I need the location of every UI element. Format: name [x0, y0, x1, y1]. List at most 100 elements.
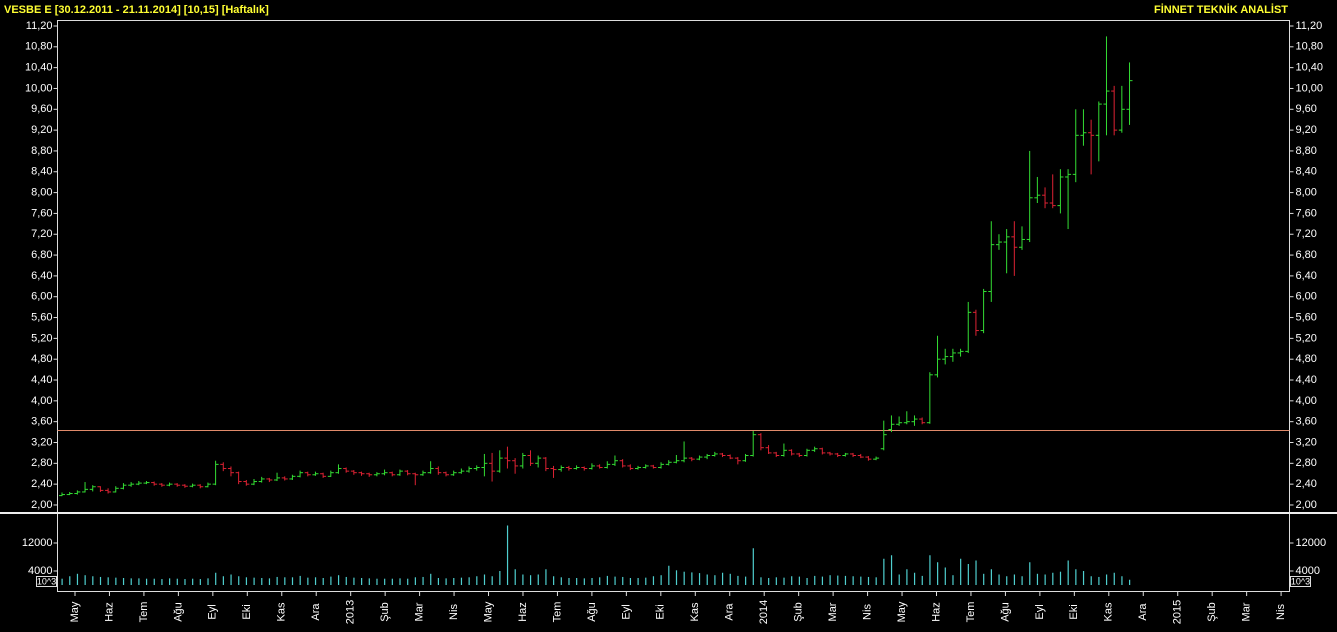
y-tick-label: 8,40 — [31, 166, 52, 178]
volume-bar — [514, 569, 516, 586]
y-tick-label: 2,40 — [1296, 478, 1317, 490]
volume-bar — [860, 576, 862, 586]
volume-bar — [975, 560, 977, 586]
volume-bar — [1067, 560, 1069, 586]
y-tick-label: 10,80 — [25, 41, 53, 53]
volume-bar — [937, 562, 939, 586]
volume-bar — [821, 576, 824, 586]
y-tick-label: 4,40 — [1296, 374, 1317, 386]
y-tick-label: 9,20 — [1296, 124, 1317, 136]
y-tick-label: 10,40 — [1296, 62, 1324, 74]
volume-bar — [629, 578, 632, 586]
volume-bar — [1006, 576, 1008, 586]
y-tick-label: 10,00 — [1296, 82, 1324, 94]
volume-bar — [115, 577, 117, 586]
volume-bar — [184, 579, 186, 586]
volume-bar — [913, 572, 916, 586]
volume-bar — [268, 578, 271, 586]
volume-bar — [714, 575, 716, 586]
x-tick-label: Tem — [965, 602, 977, 623]
volume-bar — [560, 577, 562, 586]
volume-bar — [107, 577, 109, 586]
y-tick-label: 2,80 — [1296, 457, 1317, 469]
y-tick-label: 4000 — [28, 565, 52, 577]
x-tick-label: 2014 — [758, 600, 770, 624]
x-tick-label: 2015 — [1172, 600, 1184, 624]
unit-label: 10^3 — [37, 576, 56, 586]
y-tick-label: 6,80 — [31, 249, 52, 261]
y-tick-label: 11,20 — [26, 20, 53, 32]
x-tick-label: Eki — [1068, 604, 1080, 619]
panel-separator — [0, 512, 1337, 514]
volume-bar — [345, 576, 347, 586]
x-tick-label: Eyl — [1034, 604, 1046, 619]
y-tick-label: 2,80 — [31, 457, 52, 469]
y-tick-label: 10,40 — [25, 62, 53, 74]
x-tick-label: Kas — [276, 602, 288, 621]
volume-bar — [1121, 576, 1123, 586]
x-tick-label: Ağu — [999, 602, 1011, 622]
y-tick-label: 12000 — [1296, 537, 1327, 549]
volume-bar — [1059, 571, 1062, 586]
x-tick-label: Mar — [414, 602, 426, 621]
volume-bar — [983, 573, 985, 586]
volume-bar — [337, 575, 340, 586]
x-tick-label: Şub — [1206, 602, 1218, 622]
volume-bar — [430, 573, 432, 586]
volume-bar — [660, 575, 662, 586]
volume-bar — [1052, 572, 1054, 586]
x-tick-label: Nis — [861, 604, 873, 620]
volume-bar — [176, 578, 178, 586]
y-tick-label: 6,00 — [31, 291, 52, 303]
volume-bar — [553, 576, 555, 586]
y-tick-label: 7,60 — [31, 207, 52, 219]
volume-bar — [921, 575, 923, 586]
x-tick-label: Eki — [241, 604, 253, 619]
y-tick-label: 8,40 — [1296, 166, 1317, 178]
volume-bar — [706, 574, 708, 586]
volume-bar — [691, 572, 693, 586]
y-tick-label: 5,60 — [31, 311, 52, 323]
volume-bar — [967, 564, 969, 586]
x-tick-label: Ara — [724, 603, 736, 621]
volume-bar — [476, 576, 478, 586]
volume-bar — [276, 576, 278, 586]
chart-title: VESBE E [30.12.2011 - 21.11.2014] [10,15… — [4, 4, 269, 16]
y-tick-label: 3,60 — [31, 416, 52, 428]
x-tick-label: Kas — [689, 602, 701, 621]
volume-bar — [92, 576, 94, 586]
volume-bar — [545, 569, 547, 586]
volume-bar — [783, 577, 785, 586]
y-tick-label: 5,20 — [31, 332, 52, 344]
volume-bar — [614, 576, 616, 586]
volume-bar — [261, 578, 263, 586]
volume-bar — [867, 576, 870, 586]
y-tick-label: 5,60 — [1296, 311, 1317, 323]
x-tick-label: May — [896, 601, 908, 622]
x-tick-label: Nis — [448, 604, 460, 620]
volume-bar — [791, 576, 793, 586]
y-tick-label: 4,00 — [31, 395, 52, 407]
x-tick-label: Eki — [655, 604, 667, 619]
x-tick-label: Tem — [138, 602, 150, 623]
y-tick-label: 2,00 — [1296, 499, 1317, 511]
volume-bar — [622, 576, 624, 586]
y-tick-label: 7,20 — [31, 228, 52, 240]
y-tick-label: 8,00 — [1296, 186, 1317, 198]
volume-bar — [314, 577, 317, 586]
volume-bar — [837, 575, 839, 586]
volume-bar — [161, 579, 163, 586]
volume-bar — [307, 577, 309, 586]
volume-bar — [952, 575, 954, 586]
volume-bar — [414, 577, 416, 586]
x-tick-label: Şub — [793, 602, 805, 622]
volume-bar — [852, 576, 854, 586]
x-tick-label: Haz — [517, 602, 529, 622]
volume-bar — [883, 558, 885, 586]
volume-bar — [291, 577, 294, 586]
volume-bar — [568, 578, 570, 586]
volume-bar — [844, 575, 847, 586]
unit-label: 10^3 — [1291, 576, 1310, 586]
y-tick-label: 12000 — [22, 537, 53, 549]
